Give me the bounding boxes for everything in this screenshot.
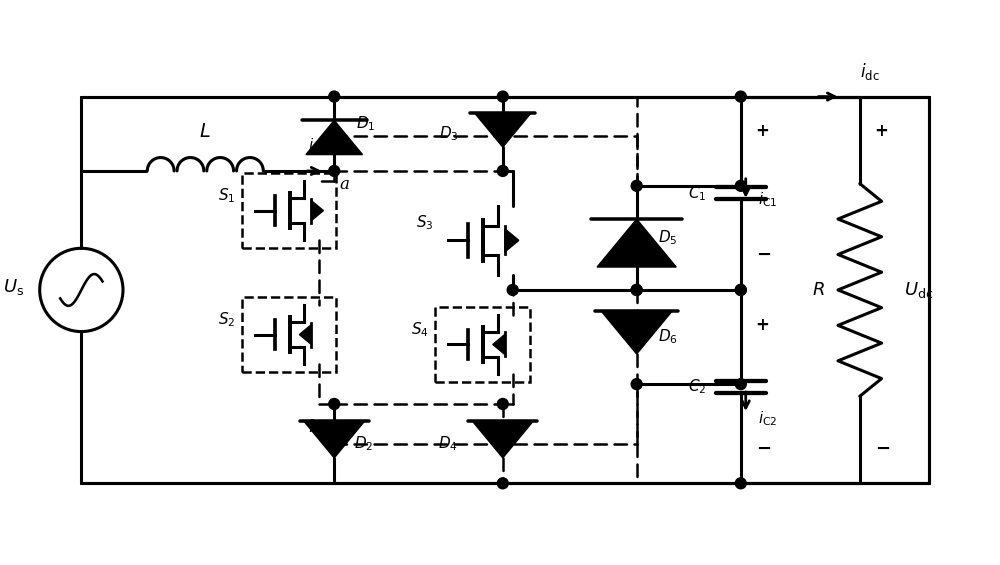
Text: $i_\mathrm{dc}$: $i_\mathrm{dc}$ <box>860 60 880 82</box>
Text: $C_2$: $C_2$ <box>688 377 706 396</box>
Text: $D_5$: $D_5$ <box>658 228 678 247</box>
Text: +: + <box>756 122 770 140</box>
Text: $S_4$: $S_4$ <box>411 320 428 339</box>
Circle shape <box>497 478 508 489</box>
Circle shape <box>631 285 642 295</box>
Text: $L$: $L$ <box>199 123 211 141</box>
Polygon shape <box>304 421 364 458</box>
Text: −: − <box>756 246 771 264</box>
Polygon shape <box>475 113 531 147</box>
Text: $S_3$: $S_3$ <box>416 214 433 232</box>
Polygon shape <box>311 201 323 220</box>
Bar <box>435 307 530 382</box>
Polygon shape <box>299 324 311 345</box>
Polygon shape <box>505 229 519 252</box>
Bar <box>242 173 336 248</box>
Text: $D_2$: $D_2$ <box>354 434 373 453</box>
Text: $S_1$: $S_1$ <box>218 186 235 205</box>
Circle shape <box>631 285 642 295</box>
Text: $i_\mathrm{C2}$: $i_\mathrm{C2}$ <box>758 409 777 428</box>
Text: $i_\mathrm{C1}$: $i_\mathrm{C1}$ <box>758 191 777 210</box>
Polygon shape <box>493 334 505 354</box>
Text: $U_\mathrm{dc}$: $U_\mathrm{dc}$ <box>904 280 934 300</box>
Circle shape <box>735 379 746 390</box>
Circle shape <box>329 91 340 102</box>
Polygon shape <box>473 421 533 458</box>
Circle shape <box>735 285 746 295</box>
Polygon shape <box>306 120 362 155</box>
Polygon shape <box>601 311 672 354</box>
Circle shape <box>329 398 340 410</box>
Text: $S_2$: $S_2$ <box>218 310 235 329</box>
Circle shape <box>735 285 746 295</box>
Text: $D_1$: $D_1$ <box>356 115 375 133</box>
Circle shape <box>497 398 508 410</box>
Circle shape <box>507 285 518 295</box>
Text: $D_4$: $D_4$ <box>438 434 458 453</box>
Text: +: + <box>756 316 770 334</box>
Bar <box>242 297 336 372</box>
Text: $U_\mathrm{s}$: $U_\mathrm{s}$ <box>3 277 24 297</box>
Text: $C_1$: $C_1$ <box>688 184 706 203</box>
Circle shape <box>329 166 340 176</box>
Text: $R$: $R$ <box>812 281 825 299</box>
Text: $D_3$: $D_3$ <box>439 124 458 143</box>
Text: −: − <box>875 440 890 458</box>
Circle shape <box>497 91 508 102</box>
Text: +: + <box>875 122 889 140</box>
Circle shape <box>631 180 642 192</box>
Circle shape <box>497 166 508 176</box>
Text: $D_6$: $D_6$ <box>658 328 678 346</box>
Text: −: − <box>756 440 771 458</box>
Text: b: b <box>309 419 319 436</box>
Circle shape <box>735 478 746 489</box>
Circle shape <box>631 379 642 390</box>
Polygon shape <box>597 219 676 267</box>
Text: a: a <box>339 176 349 193</box>
Text: $i_\mathrm{L}$: $i_\mathrm{L}$ <box>308 136 320 155</box>
Circle shape <box>735 180 746 192</box>
Circle shape <box>735 91 746 102</box>
